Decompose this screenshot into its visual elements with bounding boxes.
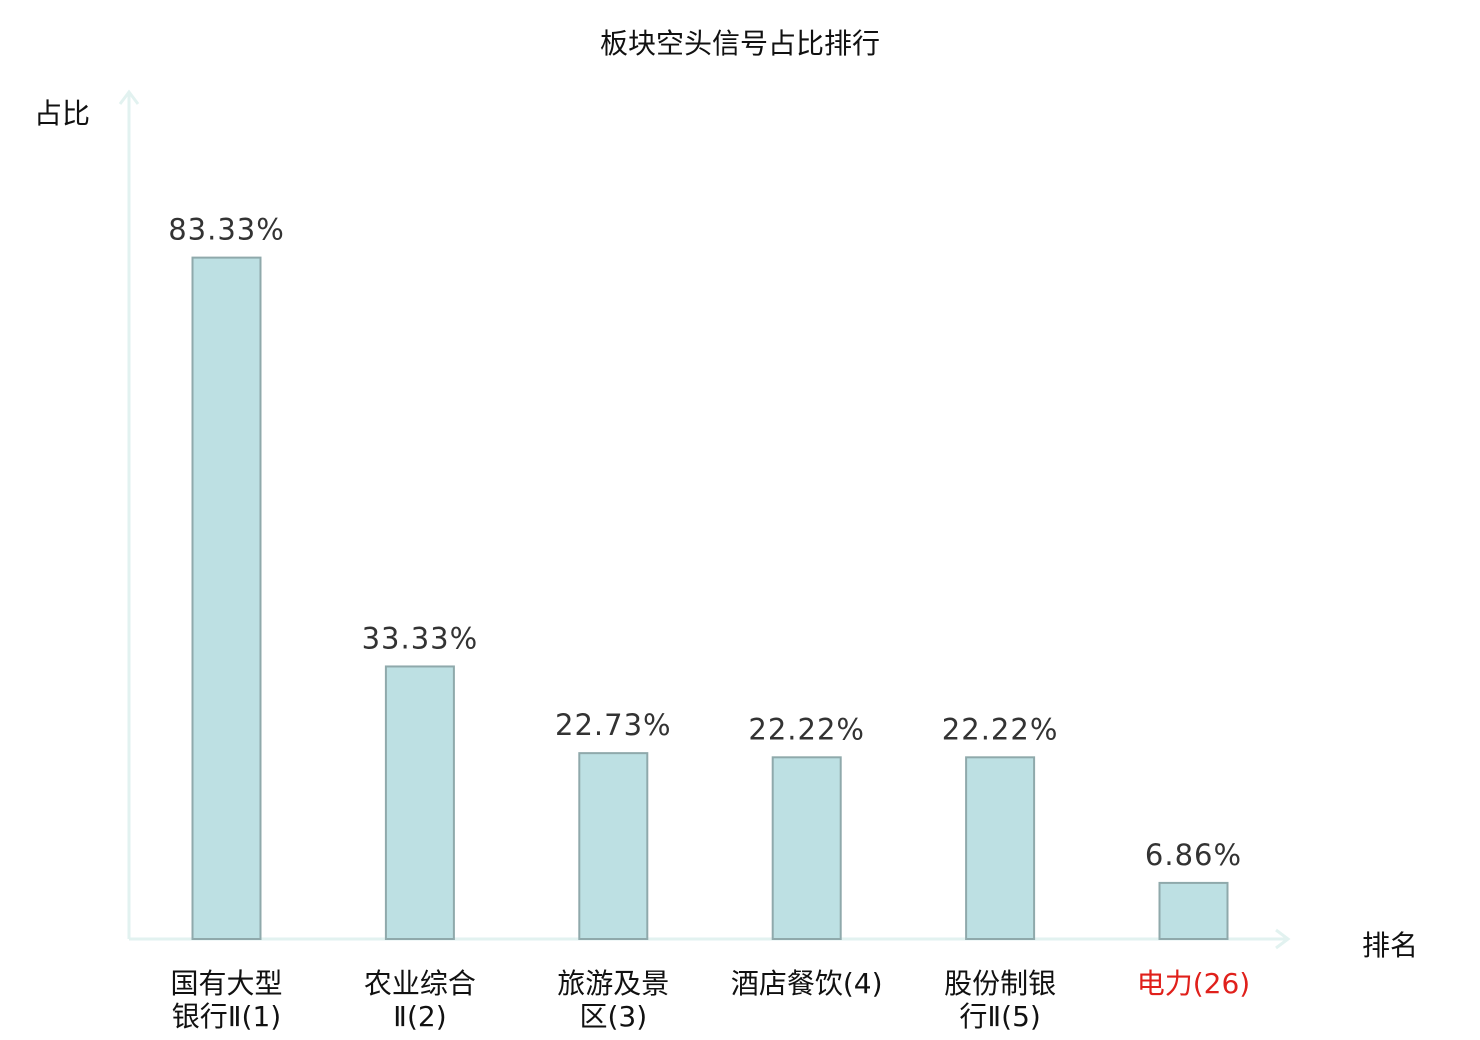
- bar: [578, 752, 649, 940]
- category-tick-label: Ⅱ(2): [393, 1000, 446, 1033]
- value-labels: 83.33% 33.33% 22.73% 22.22% 22.22% 6.86%: [168, 213, 1242, 872]
- category-tick-label: 区(3): [579, 1000, 647, 1033]
- bar: [965, 756, 1036, 941]
- y-axis-label: 占比: [34, 97, 91, 130]
- bar-value-label: 83.33%: [168, 213, 285, 247]
- category-tick-label: 旅游及景: [557, 967, 669, 1000]
- category-tick-label: 股份制银: [944, 967, 1056, 1000]
- bars: [191, 256, 1229, 941]
- category-tick-label: 银行Ⅱ(1): [172, 1000, 281, 1033]
- x-axis-label: 排名: [1362, 929, 1419, 962]
- y-axis-arrow: [118, 89, 140, 105]
- bar: [1158, 881, 1229, 940]
- bar-value-label: 6.86%: [1145, 838, 1242, 872]
- category-tick-label: 农业综合: [364, 967, 476, 1000]
- x-axis-arrow: [1275, 928, 1291, 950]
- bar-value-label: 22.22%: [942, 712, 1059, 746]
- bar-value-label: 33.33%: [362, 621, 479, 655]
- category-tick-label: 国有大型: [170, 967, 282, 1000]
- bar-value-label: 22.22%: [748, 712, 865, 746]
- category-tick-label: 行Ⅱ(5): [959, 1000, 1040, 1033]
- bar: [771, 756, 842, 941]
- chart-title: 板块空头信号占比排行: [599, 27, 880, 60]
- bar-value-label: 22.73%: [555, 708, 672, 742]
- category-tick-label: 电力(26): [1137, 967, 1250, 1000]
- bar: [191, 256, 262, 940]
- category-tick-label: 酒店餐饮(4): [731, 967, 883, 1000]
- axes: [118, 89, 1291, 950]
- bar: [384, 665, 455, 940]
